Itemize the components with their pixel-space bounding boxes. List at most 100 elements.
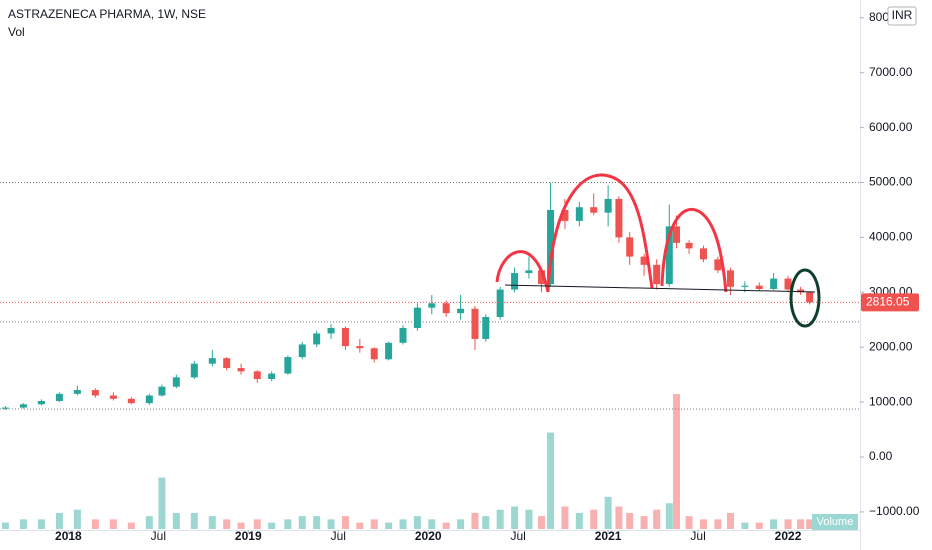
volume-bar (457, 519, 465, 529)
annotation-arc (495, 250, 550, 293)
candle-body (172, 377, 180, 387)
candle-body (604, 198, 612, 213)
candle-body (665, 226, 673, 285)
volume-bar (806, 519, 814, 529)
volume-bar (341, 516, 349, 529)
volume-bar (268, 522, 276, 529)
currency-box[interactable] (887, 6, 917, 26)
candle-body (797, 289, 805, 293)
volume-bar (73, 509, 81, 529)
y-tick-label: −1000.00 (869, 504, 920, 518)
volume-bar (313, 516, 321, 529)
candle-body (341, 327, 349, 347)
candle-body (511, 273, 519, 290)
volume-bar (19, 519, 27, 529)
volume-bar (471, 512, 479, 529)
currency: INR (892, 8, 913, 22)
volume-bar (284, 519, 292, 529)
volume-bar (547, 432, 555, 529)
volume-bar (496, 509, 504, 529)
candle-body (399, 327, 407, 343)
candle-body (385, 342, 393, 360)
candle-body (19, 404, 27, 408)
y-tick-label: 2000.00 (869, 339, 913, 353)
candle-body (37, 400, 45, 405)
volume-bar (482, 516, 490, 529)
volume-bar (726, 512, 734, 529)
volume-bar (399, 519, 407, 529)
candle-body (640, 256, 648, 265)
volume-bar (109, 519, 117, 529)
volume-bar (55, 512, 63, 529)
y-tick-label: 5000.00 (869, 175, 913, 189)
candle-body (91, 390, 99, 396)
last-price-label: 2816.05 (866, 295, 910, 309)
candle-body (784, 278, 792, 290)
volume-bar (385, 522, 393, 529)
volume-bar (604, 496, 612, 529)
volume-bar (1, 522, 9, 529)
candle-body (109, 395, 117, 399)
volume-bar (653, 509, 661, 529)
x-tick-label: 2020 (415, 529, 442, 543)
chart-title: ASTRAZENECA PHARMA, 1W, NSE (8, 7, 206, 21)
annotation-ellipse (789, 268, 821, 328)
x-tick-label: 2018 (55, 529, 82, 543)
candle-body (268, 373, 276, 380)
volume-bar (640, 516, 648, 529)
candle-body (298, 344, 306, 358)
x-tick-label: 2021 (595, 529, 622, 543)
x-tick-label: Jul (151, 529, 166, 543)
x-tick-label: Jul (510, 529, 525, 543)
candle-body (457, 308, 465, 314)
volume-bar (327, 519, 335, 529)
plot (0, 181, 860, 529)
candle-body (55, 393, 63, 401)
annotation-arc (546, 173, 654, 293)
candle-body (127, 398, 135, 404)
volume-bar (575, 512, 583, 529)
candle-body (561, 209, 569, 221)
candle-body (413, 307, 421, 328)
candle-body (73, 390, 81, 394)
y-tick-label: 0.00 (869, 449, 893, 463)
candle-body (538, 270, 546, 285)
volume-bar (237, 522, 245, 529)
candle-body (590, 207, 598, 213)
candle-body (428, 303, 436, 308)
volume-bar (413, 516, 421, 529)
candle-body (699, 248, 707, 260)
volume-bar (525, 509, 533, 529)
volume-bar (699, 519, 707, 529)
volume-bar (511, 506, 519, 529)
volume-bar (538, 516, 546, 529)
volume-bar (615, 506, 623, 529)
y-tick-label: 4000.00 (869, 230, 913, 244)
candle-body (770, 278, 778, 289)
volume-bar (784, 519, 792, 529)
candle-body (615, 198, 623, 238)
volume-bar (37, 519, 45, 529)
candle-body (714, 259, 722, 271)
volume-bar (428, 519, 436, 529)
x-tick-label: Jul (690, 529, 705, 543)
volume-bar (127, 522, 135, 529)
volume-bar (356, 522, 364, 529)
volume-bar (685, 516, 693, 529)
volume-bar (172, 512, 180, 529)
candle-body (471, 308, 479, 339)
candle-body (672, 226, 680, 243)
volume-bar (590, 509, 598, 529)
candle-body (482, 316, 490, 339)
candle-body (223, 358, 231, 369)
candle-body (370, 348, 378, 360)
x-tick-label: 2022 (775, 529, 802, 543)
volume-bar (442, 522, 450, 529)
y-tick-label: 6000.00 (869, 120, 913, 134)
candle-body (525, 270, 533, 274)
candle-body (741, 285, 749, 287)
candle-body (208, 358, 216, 364)
candle-body (496, 289, 504, 317)
x-tick-label: Jul (331, 529, 346, 543)
